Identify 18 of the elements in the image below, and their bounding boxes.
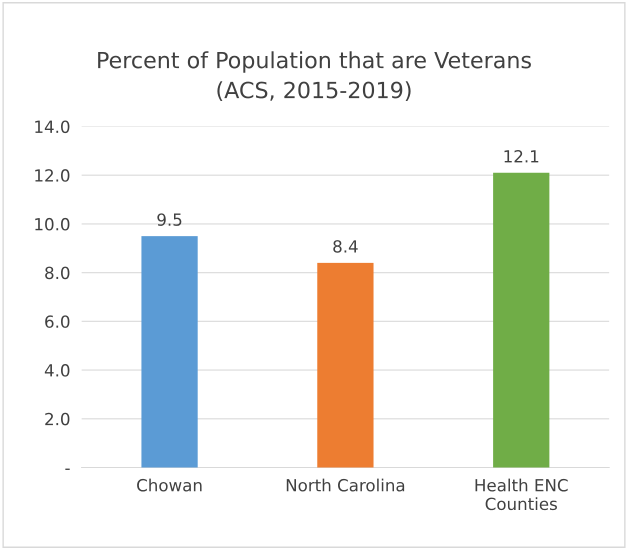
x-tick-label: North Carolina xyxy=(286,478,404,492)
bar xyxy=(141,236,198,468)
x-tick-label: Chowan xyxy=(137,478,202,492)
x-tick-label: Health ENC Counties xyxy=(476,478,568,510)
y-tick-label: 4.0 xyxy=(44,364,70,377)
y-tick-label: 8.0 xyxy=(45,266,70,280)
data-label: 8.4 xyxy=(333,240,358,253)
data-label: 9.5 xyxy=(157,213,182,226)
y-tick-label: - xyxy=(65,468,70,470)
y-tick-label: 12.0 xyxy=(35,169,70,182)
data-label: 12.1 xyxy=(504,150,538,162)
y-tick-label: 10.0 xyxy=(35,218,70,230)
bar xyxy=(317,262,374,468)
y-tick-label: 2.0 xyxy=(45,412,70,426)
y-tick-label: 6.0 xyxy=(45,315,70,328)
y-tick-label: 14.0 xyxy=(35,120,70,134)
chart-title: Percent of Population that are Veterans (ACS, 2015-2019) xyxy=(98,51,531,102)
bar xyxy=(493,172,550,468)
